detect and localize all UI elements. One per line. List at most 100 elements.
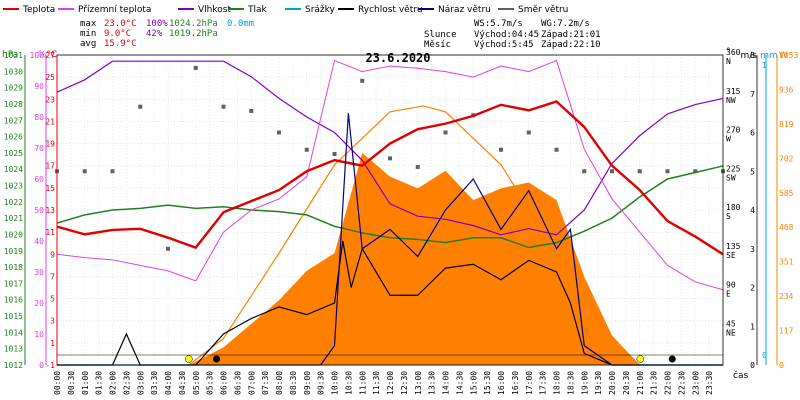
wind-dir-point bbox=[582, 169, 587, 174]
wind-dir-point bbox=[193, 65, 198, 70]
legend-label: Teplota bbox=[22, 5, 55, 15]
wind-ws: WS:5.7m/s bbox=[474, 19, 523, 29]
x-tick-label: 06:00 bbox=[220, 371, 229, 395]
moon-rise: Východ:5:45 bbox=[474, 40, 534, 50]
press-tick-label: 1023 bbox=[4, 182, 23, 191]
x-tick-label: 03:00 bbox=[136, 371, 145, 395]
moonset-marker bbox=[668, 355, 676, 363]
series-line-Vlhkost bbox=[56, 60, 724, 236]
wind-dir-point bbox=[332, 152, 337, 157]
press-tick-label: 1028 bbox=[4, 100, 23, 109]
rain-unit: mm bbox=[760, 51, 778, 61]
x-tick-label: 10:30 bbox=[344, 371, 353, 395]
wind-tick-label: 8 bbox=[750, 51, 755, 60]
stats-press: 1024.2hPa bbox=[169, 19, 218, 29]
temp-tick-label: 11 bbox=[45, 228, 55, 237]
legend-label: Srážky bbox=[305, 5, 336, 15]
hum-tick-label: 40 bbox=[34, 237, 44, 246]
stats-label: min bbox=[80, 29, 96, 39]
wind-dir-point bbox=[693, 169, 698, 174]
hum-tick-label: 20 bbox=[34, 299, 44, 308]
press-tick-label: 1024 bbox=[4, 165, 23, 174]
x-tick-label: 20:00 bbox=[608, 371, 617, 395]
legend-label: Směr větru bbox=[518, 5, 568, 15]
solar-tick-label: 234 bbox=[779, 292, 794, 301]
x-tick-label: 21:30 bbox=[650, 371, 659, 395]
stats-hum: 42% bbox=[146, 29, 163, 39]
hum-unit: % bbox=[38, 50, 47, 60]
x-tick-label: 13:00 bbox=[414, 371, 423, 395]
x-tick-label: 22:30 bbox=[677, 371, 686, 395]
x-tick-label: 21:00 bbox=[636, 371, 645, 395]
dir-tick-label: 180 bbox=[726, 203, 741, 212]
press-tick-label: 1013 bbox=[4, 345, 23, 354]
wind-dir-point bbox=[166, 246, 170, 251]
x-tick-label: 00:30 bbox=[67, 371, 76, 395]
x-tick-label: 17:00 bbox=[525, 371, 534, 395]
wind-tick-label: 2 bbox=[750, 284, 755, 293]
press-tick-label: 1030 bbox=[4, 67, 23, 76]
hum-tick-label: 10 bbox=[34, 330, 44, 339]
press-tick-label: 1026 bbox=[4, 133, 23, 142]
dir-compass-label: N bbox=[726, 57, 731, 66]
x-tick-label: 14:00 bbox=[442, 371, 451, 395]
x-tick-label: 13:30 bbox=[428, 371, 437, 395]
legend-label: Náraz větru bbox=[438, 5, 491, 15]
x-tick-label: 22:00 bbox=[664, 371, 673, 395]
x-tick-label: 03:30 bbox=[150, 371, 159, 395]
wind-dir-point bbox=[665, 169, 670, 174]
x-tick-label: 01:00 bbox=[81, 371, 90, 395]
wind-dir-point bbox=[221, 104, 226, 109]
wind-tick-label: 3 bbox=[750, 245, 755, 254]
press-tick-label: 1014 bbox=[4, 328, 23, 337]
x-tick-label: 16:30 bbox=[511, 371, 520, 395]
wind-dir-point bbox=[360, 78, 365, 83]
wind-dir-point bbox=[249, 108, 254, 113]
x-tick-label: 12:30 bbox=[400, 371, 409, 395]
moonrise-marker bbox=[213, 355, 221, 363]
press-tick-label: 1017 bbox=[4, 279, 23, 288]
sun-rise: Východ:04:45 bbox=[474, 30, 539, 40]
x-tick-label: 02:00 bbox=[109, 371, 118, 395]
wind-dir-point bbox=[304, 147, 309, 152]
stats-hum: 100% bbox=[146, 19, 168, 29]
x-tick-label: 18:00 bbox=[553, 371, 562, 395]
x-tick-label: 23:30 bbox=[705, 371, 714, 395]
solar-unit: W bbox=[779, 51, 788, 61]
stats-rain: 0.0mm bbox=[227, 19, 254, 29]
hum-tick-label: 70 bbox=[34, 144, 44, 153]
wind-tick-label: 6 bbox=[750, 129, 755, 138]
series-line-Teplota bbox=[56, 100, 724, 256]
hum-tick-label: 50 bbox=[34, 206, 44, 215]
hum-tick-label: 90 bbox=[34, 82, 44, 91]
moon-set: Západ:22:10 bbox=[541, 40, 601, 50]
temp-tick-label: 19 bbox=[45, 140, 55, 149]
wind-dir-point bbox=[443, 130, 448, 135]
x-tick-label: 23:00 bbox=[691, 371, 700, 395]
x-tick-label: 06:30 bbox=[233, 371, 242, 395]
solar-tick-label: 0 bbox=[779, 361, 784, 370]
legend-label: Rychlost větru bbox=[358, 5, 423, 15]
sunset-marker bbox=[636, 355, 645, 363]
wind-dir-point bbox=[610, 169, 614, 174]
x-tick-label: 15:00 bbox=[469, 371, 478, 395]
wind-dir-point bbox=[277, 130, 281, 135]
press-tick-label: 1020 bbox=[4, 230, 23, 239]
dir-compass-label: SW bbox=[726, 173, 736, 182]
x-tick-label: 08:00 bbox=[275, 371, 284, 395]
wind-dir-point bbox=[82, 169, 87, 174]
x-tick-label: 07:00 bbox=[247, 371, 256, 395]
press-tick-label: 1027 bbox=[4, 116, 23, 125]
dir-tick-label: 135 bbox=[726, 242, 741, 251]
press-unit: hPa bbox=[2, 50, 18, 60]
x-tick-label: 16:00 bbox=[497, 371, 506, 395]
hum-tick-label: 0 bbox=[39, 361, 44, 370]
solar-tick-label: 585 bbox=[779, 189, 794, 198]
wind-dir-point bbox=[415, 164, 420, 169]
wind-tick-label: 4 bbox=[750, 206, 755, 215]
stats-label: max bbox=[80, 19, 97, 29]
legend-label: Tlak bbox=[247, 5, 268, 15]
x-tick-label: 11:30 bbox=[372, 371, 381, 395]
wind-tick-label: 7 bbox=[750, 90, 755, 99]
